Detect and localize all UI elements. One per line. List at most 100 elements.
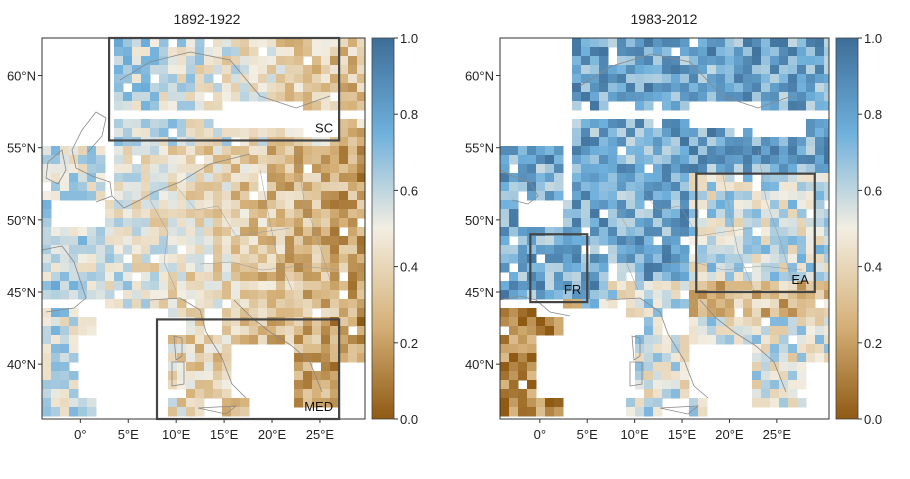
grid-cell [635, 263, 645, 273]
grid-cell [626, 308, 636, 318]
grid-cell [689, 155, 699, 165]
grid-cell [590, 173, 600, 183]
grid-cell [635, 65, 645, 75]
grid-cell [339, 299, 349, 309]
grid-cell [168, 83, 178, 93]
grid-cell [177, 83, 187, 93]
grid-cell [707, 92, 717, 102]
colorbar-tick-label: 1.0 [400, 31, 418, 46]
grid-cell [671, 173, 681, 183]
grid-cell [204, 353, 214, 363]
grid-cell [815, 92, 825, 102]
grid-cell [770, 200, 780, 210]
grid-cell [518, 326, 528, 336]
grid-cell [770, 137, 780, 147]
grid-cell [536, 272, 546, 282]
grid-cell [680, 191, 690, 201]
grid-cell [330, 272, 340, 282]
grid-cell [698, 146, 708, 156]
grid-cell [348, 254, 358, 264]
grid-cell [114, 272, 124, 282]
grid-cell [267, 56, 277, 66]
grid-cell [222, 353, 232, 363]
grid-cell [734, 182, 744, 192]
grid-cell [617, 209, 627, 219]
grid-cell [779, 308, 789, 318]
grid-cell [69, 398, 79, 408]
grid-cell [698, 182, 708, 192]
grid-cell [716, 182, 726, 192]
grid-cell [123, 263, 133, 273]
grid-cell [195, 362, 205, 372]
grid-cell [249, 92, 259, 102]
grid-cell [177, 371, 187, 381]
grid-cell [204, 344, 214, 354]
grid-cell [698, 83, 708, 93]
grid-cell [788, 173, 798, 183]
grid-cell [509, 200, 519, 210]
grid-cell [267, 281, 277, 291]
grid-cell [258, 83, 268, 93]
grid-cell [536, 326, 546, 336]
grid-cell [168, 200, 178, 210]
grid-cell [240, 209, 250, 219]
grid-cell [689, 227, 699, 237]
grid-cell [815, 119, 825, 129]
grid-cell [303, 182, 313, 192]
grid-cell [725, 74, 735, 84]
grid-cell [204, 218, 214, 228]
grid-cell [770, 371, 780, 381]
grid-cell [330, 83, 340, 93]
grid-cell [725, 155, 735, 165]
grid-cell [312, 299, 322, 309]
grid-cell [240, 65, 250, 75]
grid-cell [357, 308, 365, 318]
grid-cell [339, 164, 349, 174]
grid-cell [339, 74, 349, 84]
grid-cell [168, 362, 178, 372]
grid-cell [797, 173, 807, 183]
grid-cell [653, 128, 663, 138]
grid-cell [644, 389, 654, 399]
grid-cell [213, 38, 223, 48]
grid-cell [294, 155, 304, 165]
grid-cell [348, 335, 358, 345]
grid-cell [527, 308, 537, 318]
grid-cell [725, 146, 735, 156]
grid-cell [797, 272, 807, 282]
grid-cell [276, 191, 286, 201]
grid-cell [231, 128, 241, 138]
grid-cell [267, 83, 277, 93]
grid-cell [779, 245, 789, 255]
grid-cell [159, 128, 169, 138]
grid-cell [788, 245, 798, 255]
grid-cell [285, 164, 295, 174]
grid-cell [249, 290, 259, 300]
grid-cell [78, 146, 88, 156]
grid-cell [240, 326, 250, 336]
grid-cell [617, 137, 627, 147]
grid-cell [294, 227, 304, 237]
grid-cell [644, 83, 654, 93]
grid-cell [357, 173, 365, 183]
grid-cell [249, 200, 259, 210]
grid-cell [321, 272, 331, 282]
grid-cell [806, 101, 816, 111]
grid-cell [653, 317, 663, 327]
grid-cell [114, 281, 124, 291]
grid-cell [339, 326, 349, 336]
grid-cell [635, 254, 645, 264]
grid-cell [752, 191, 762, 201]
grid-cell [554, 281, 564, 291]
grid-cell [545, 290, 555, 300]
grid-cell [258, 200, 268, 210]
grid-cell [330, 353, 340, 363]
grid-cell [788, 353, 798, 363]
grid-cell [240, 317, 250, 327]
grid-cell [707, 245, 717, 255]
grid-cell [761, 227, 771, 237]
grid-cell [743, 56, 753, 66]
grid-cell [815, 344, 825, 354]
